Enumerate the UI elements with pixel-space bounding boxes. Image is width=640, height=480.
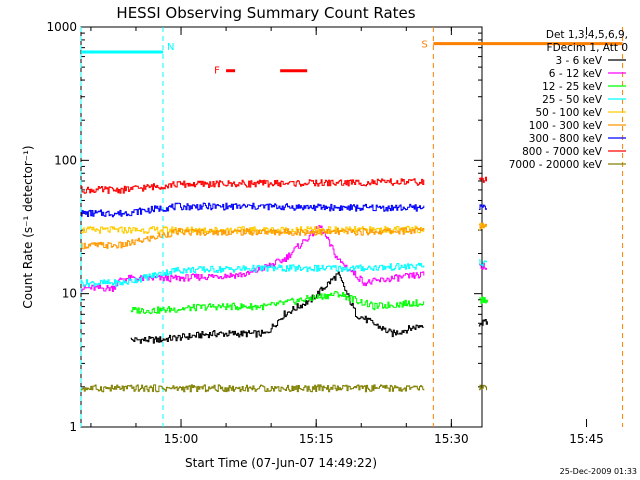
series-line (478, 259, 487, 267)
x-tick-label: 15:45 (569, 432, 604, 446)
series-line (478, 319, 488, 327)
y-tick-label: 100 (54, 153, 77, 167)
timestamp: 25-Dec-2009 01:33 (560, 467, 637, 476)
series-line (478, 222, 487, 229)
chart-title: HESSI Observing Summary Count Rates (116, 4, 415, 22)
series-line (81, 227, 425, 250)
series-line (81, 262, 425, 288)
legend-header: Det 1,3,4,5,6,9, (546, 29, 628, 41)
series-line (130, 290, 425, 315)
legend-header: FDecim 1, Att 0 (547, 42, 628, 54)
series-line (81, 225, 425, 292)
legend-entry-label: 50 - 100 keV (535, 107, 602, 119)
series-line (130, 271, 425, 344)
x-tick-label: 15:30 (434, 432, 469, 446)
series-line (81, 178, 425, 194)
legend-entry-label: 300 - 800 keV (529, 133, 603, 145)
legend-entry-label: 12 - 25 keV (542, 81, 603, 93)
legend: Det 1,3,4,5,6,9,FDecim 1, Att 03 - 6 keV… (509, 29, 628, 171)
series-line (478, 296, 488, 304)
legend-entry-label: 25 - 50 keV (542, 94, 603, 106)
x-tick-label: 15:00 (164, 432, 199, 446)
y-tick-label: 1000 (46, 20, 77, 34)
series-layer (81, 176, 488, 393)
legend-entry-label: 3 - 6 keV (555, 55, 602, 67)
series-line (478, 384, 487, 391)
series-line (81, 202, 425, 218)
x-tick-label: 15:15 (299, 432, 334, 446)
y-tick-label: 1 (69, 420, 77, 434)
x-axis-label: Start Time (07-Jun-07 14:49:22) (185, 456, 377, 470)
series-line (81, 225, 425, 234)
series-line (81, 384, 425, 393)
instrument-flags: N F S (80, 27, 624, 427)
series-line (478, 204, 487, 210)
night-flag-label: N (167, 42, 174, 53)
legend-entry-label: 100 - 300 keV (529, 120, 603, 132)
series-line (478, 263, 487, 270)
legend-entry-label: 7000 - 20000 keV (509, 159, 603, 171)
legend-entry-label: 800 - 7000 keV (522, 146, 603, 158)
y-axis-label: Count Rate (s⁻¹ detector⁻¹) (21, 145, 35, 308)
legend-entry-label: 6 - 12 keV (549, 68, 603, 80)
y-tick-label: 10 (62, 287, 77, 301)
y-axis: 1 10 100 1000 (46, 20, 482, 434)
series-line (478, 176, 487, 183)
flare-flag-label: F (214, 66, 220, 77)
saa-flag-label: S (421, 40, 427, 51)
